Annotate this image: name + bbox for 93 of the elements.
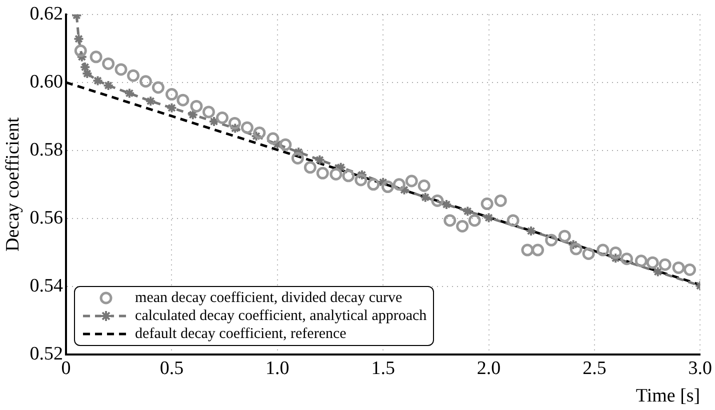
legend-label: default decay coefficient, reference [135,325,346,344]
point [92,75,104,86]
point [420,192,431,203]
point [272,138,283,150]
point [610,252,622,264]
point [444,214,456,227]
point [582,248,595,260]
point [208,116,220,127]
point [652,266,664,278]
point [124,88,135,99]
point [483,212,494,224]
point [494,194,507,207]
point [314,154,326,166]
legend-label: mean decay coefficient, divided decay curve [135,289,402,308]
point [367,178,380,191]
y-axis-title: Decay coefficient [2,116,24,252]
point [354,174,368,186]
x-tick-label: 0 [61,358,71,379]
point [316,166,329,180]
point [74,44,87,58]
point [570,242,582,256]
point [545,234,558,246]
point [405,174,418,188]
point [228,116,241,130]
point [526,225,537,236]
point [187,109,198,120]
point [356,169,368,180]
point [506,214,520,227]
point [216,112,228,124]
point [620,252,634,266]
y-tick-label: 0.60 [30,71,64,92]
point [462,206,474,217]
x-tick-label: 1.5 [371,358,395,379]
point [418,180,430,192]
point [658,258,672,271]
y-tick-label: 0.62 [30,3,64,24]
point [468,214,481,227]
point [381,180,394,194]
point [672,261,685,274]
point [609,246,622,259]
point [293,146,304,158]
point [176,94,190,106]
x-tick-label: 0.5 [160,358,184,379]
point [634,254,648,268]
x-tick-label: 1.0 [266,358,290,379]
point [202,106,215,118]
point [521,244,534,256]
point [250,130,262,142]
point [165,88,178,101]
y-tick-label: 0.56 [30,207,64,228]
point [102,57,115,70]
point [253,126,266,139]
point [90,50,102,64]
point [152,81,164,94]
point [532,244,544,256]
point [114,63,128,76]
x-tick-label: 2.0 [476,358,501,379]
point [240,121,254,134]
point [145,96,156,107]
point [480,198,494,210]
point [266,132,280,145]
point [230,122,241,134]
legend-label: calculated decay coefficient, analytical approach [135,307,427,326]
point [279,138,292,151]
point [596,244,610,256]
point [127,69,140,82]
y-tick-label: 0.54 [30,275,64,296]
point [378,176,389,188]
y-tick-label: 0.52 [30,343,64,364]
point [342,170,355,182]
point [568,239,579,250]
point [304,161,316,174]
x-tick-label: 2.5 [582,358,606,379]
point [335,162,346,173]
point [73,33,84,44]
point [431,194,444,207]
point [330,168,342,180]
point [291,152,304,164]
x-axis-title: Time [s] [636,386,700,407]
point [558,230,571,242]
x-tick-label: 3.0 [688,358,712,379]
point [440,198,452,210]
point [398,184,410,196]
y-tick-label: 0.58 [30,139,64,160]
point [190,100,203,112]
point [684,263,696,276]
point [456,220,469,232]
point [392,178,406,191]
point [76,51,88,62]
point [102,80,114,91]
point [166,102,178,114]
point [646,256,659,269]
point [139,75,152,88]
